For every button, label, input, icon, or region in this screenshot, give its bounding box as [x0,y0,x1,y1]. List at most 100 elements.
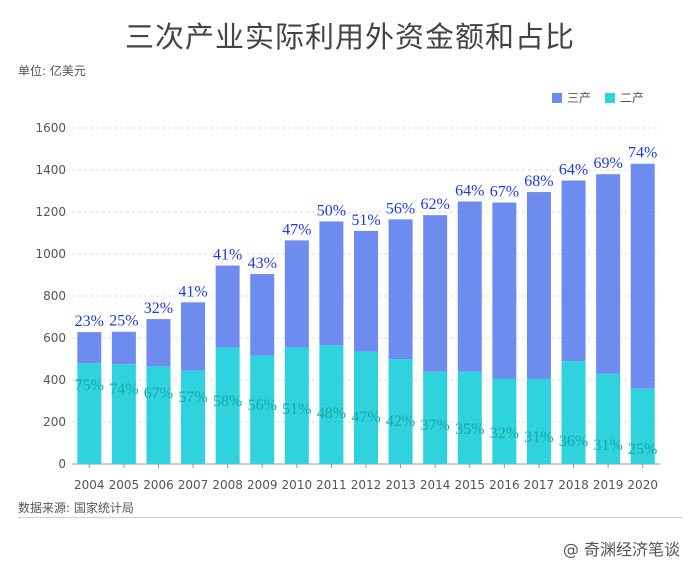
bar-secondary [215,347,240,464]
data-label-tertiary: 56% [386,200,415,217]
bar-secondary [630,388,655,464]
legend-item-secondary: 二产 [605,89,644,106]
data-label-secondary: 47% [351,409,380,426]
data-label-tertiary: 50% [317,202,346,219]
x-tick-label: 2011 [316,478,347,492]
y-tick-label: 1400 [35,163,66,177]
unit-label: 单位: 亿美元 [18,64,86,78]
bar-tertiary [388,219,413,359]
x-tick-label: 2005 [109,478,140,492]
data-label-tertiary: 68% [524,173,553,190]
bar-secondary [354,351,378,464]
x-tick-label: 2017 [524,478,555,492]
legend-swatch-tertiary [552,92,562,103]
bar-secondary [319,345,344,464]
bar-tertiary [215,265,240,348]
bar-tertiary [596,174,621,374]
data-label-tertiary: 32% [144,300,173,317]
x-tick-label: 2008 [212,478,243,492]
data-label-tertiary: 43% [248,255,277,272]
data-label-tertiary: 67% [490,184,519,201]
x-tick-label: 2006 [143,478,174,492]
data-label-secondary: 36% [559,433,588,450]
bar-tertiary [457,201,482,372]
data-label-secondary: 48% [317,405,346,422]
data-label-secondary: 35% [455,421,484,438]
y-tick-label: 400 [43,373,66,387]
legend-swatch-secondary [605,92,616,103]
bar-secondary [561,361,586,464]
legend-label-tertiary: 三产 [567,91,592,105]
y-tick-label: 600 [43,331,66,345]
legend-label-secondary: 二产 [620,91,645,105]
x-tick-label: 2015 [454,478,485,492]
bar-tertiary [630,163,655,389]
bar-secondary [284,347,309,464]
bar-secondary [423,371,448,464]
x-tick-label: 2020 [627,478,658,492]
x-tick-label: 2014 [420,478,451,492]
data-label-tertiary: 62% [421,196,450,213]
data-label-secondary: 32% [490,425,519,442]
y-tick-label: 0 [58,457,66,471]
x-tick-label: 2007 [178,478,209,492]
data-label-tertiary: 41% [178,283,207,300]
bar-tertiary [77,332,102,364]
x-tick-label: 2013 [385,478,416,492]
data-label-secondary: 57% [178,389,207,406]
data-label-secondary: 74% [109,381,138,398]
bar-secondary [596,373,621,464]
x-tick-label: 2009 [247,478,278,492]
bar-secondary [181,370,206,464]
bar-secondary [526,378,551,464]
x-tick-label: 2019 [593,478,624,492]
data-label-tertiary: 64% [455,183,484,200]
y-tick-label: 1600 [35,121,66,135]
data-label-secondary: 58% [213,393,242,410]
bar-tertiary [492,202,517,379]
bar-tertiary [146,319,171,367]
bar-tertiary [250,273,275,356]
legend-item-tertiary: 三产 [552,89,591,106]
bar-secondary [457,371,482,464]
bar-tertiary [423,215,448,372]
data-label-secondary: 31% [593,437,622,454]
data-label-secondary: 25% [628,441,657,458]
bar-secondary [77,363,102,464]
data-label-tertiary: 25% [109,313,138,330]
y-tick-label: 1000 [35,247,66,261]
data-label-secondary: 37% [421,417,450,434]
bar-secondary [492,378,517,464]
data-label-secondary: 31% [524,429,553,446]
x-tick-label: 2012 [351,478,382,492]
data-label-tertiary: 74% [628,145,657,162]
bar-tertiary [354,230,378,352]
x-tick-label: 2004 [74,478,105,492]
data-label-tertiary: 23% [75,313,104,330]
bar-tertiary [181,302,206,371]
data-label-tertiary: 47% [282,221,311,238]
bar-tertiary [319,221,344,346]
y-tick-label: 200 [43,415,66,429]
data-label-tertiary: 51% [351,212,380,229]
bar-secondary [250,355,275,464]
data-label-secondary: 56% [248,397,277,414]
divider [18,517,682,518]
bar-secondary [146,366,171,464]
data-label-tertiary: 64% [559,162,588,179]
bar-secondary [388,359,413,464]
data-label-secondary: 67% [144,385,173,402]
y-tick-label: 1200 [35,205,66,219]
data-label-tertiary: 41% [213,247,242,264]
y-tick-label: 800 [43,289,66,303]
x-tick-label: 2016 [489,478,520,492]
data-label-tertiary: 69% [593,155,622,172]
x-tick-label: 2010 [282,478,313,492]
source-note: 数据来源: 国家统计局 [18,501,134,515]
bar-tertiary [526,192,551,379]
bar-tertiary [561,180,586,362]
data-label-secondary: 42% [386,413,415,430]
data-label-secondary: 75% [75,377,104,394]
data-label-secondary: 51% [282,401,311,418]
